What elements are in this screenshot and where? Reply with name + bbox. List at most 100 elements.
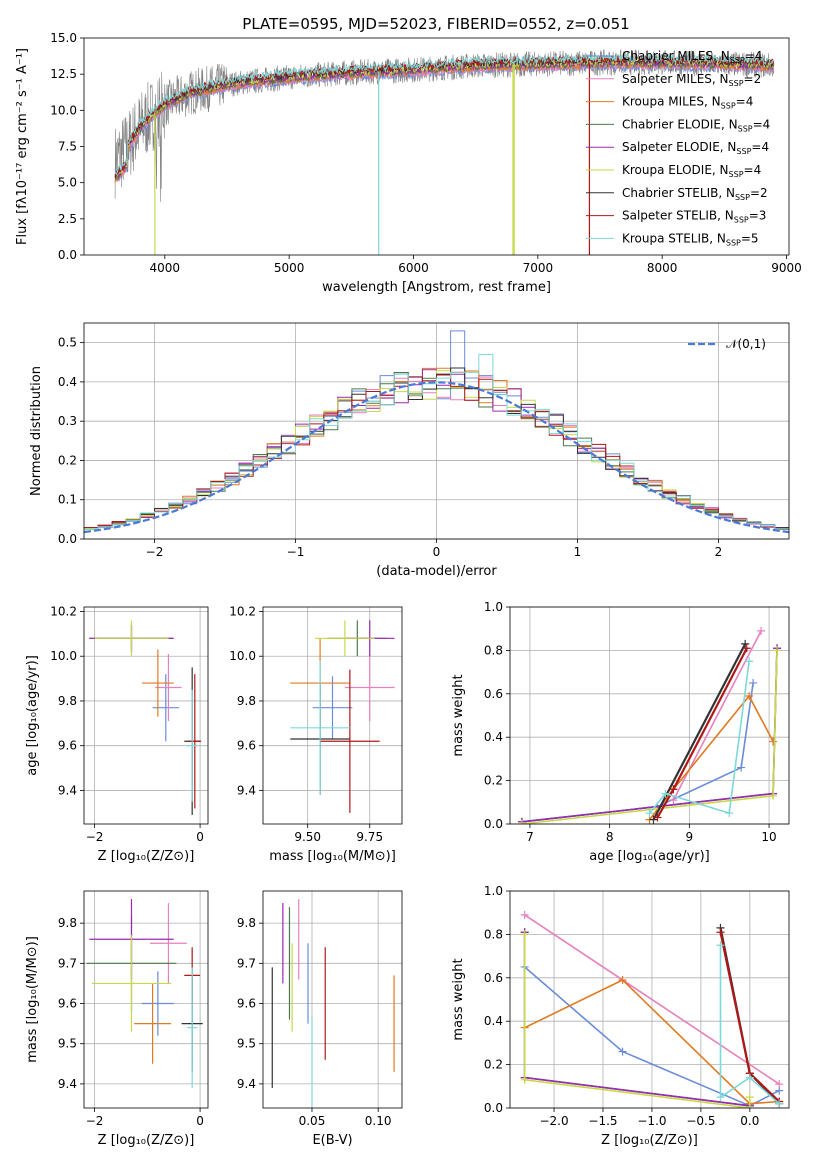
data-point xyxy=(737,763,746,772)
legend-nssp: =4 xyxy=(753,117,771,131)
mass-weight-series xyxy=(524,979,780,1105)
normal-reference-curve xyxy=(84,381,789,534)
legend-entry: Salpeter ELODIE, NSSP=4 xyxy=(622,140,769,156)
plot-area-residuals xyxy=(84,330,789,534)
y-tick-label: 10.2 xyxy=(229,604,256,618)
panel-age_vs_mass: 9.50 9.75 9.4 9.6 9.8 10.0 10.2 mass [log₁₀(M/M… xyxy=(229,604,403,864)
y-tick-label: 0.1 xyxy=(58,493,77,507)
legend-subscript: SSP xyxy=(729,170,744,179)
y-tick-label: 9.8 xyxy=(237,694,256,708)
data-point xyxy=(749,678,758,687)
y-tick-label: 9.6 xyxy=(58,997,77,1011)
x-axis-label: Z [log₁₀(Z/Z⊙)] xyxy=(98,1133,195,1148)
x-tick-label: −0.5 xyxy=(686,1114,715,1128)
legend-entry: Kroupa STELIB, NSSP=5 xyxy=(622,231,759,247)
axes-frame xyxy=(509,890,790,1109)
x-tick-label: 0.05 xyxy=(299,1114,326,1128)
legend-subscript: SSP xyxy=(738,124,753,133)
y-tick-label: 10.0 xyxy=(50,649,77,663)
x-tick-label: −2.0 xyxy=(539,1114,568,1128)
legend-entry: 𝒩(0,1) xyxy=(726,337,766,351)
x-axis-label: wavelength [Angstrom, rest frame] xyxy=(322,280,551,295)
y-axis-label: Flux [fλ10⁻¹⁷ erg cm⁻² s⁻¹ A⁻¹] xyxy=(15,48,30,245)
y-tick-label: 1.0 xyxy=(484,884,503,898)
y-tick-label: 9.4 xyxy=(58,783,77,797)
legend-subscript: SSP xyxy=(721,102,736,111)
y-tick-label: 0.5 xyxy=(58,336,77,350)
data-point xyxy=(517,820,526,824)
x-tick-label: 9.50 xyxy=(294,830,321,844)
data-point xyxy=(520,910,529,919)
legend-entry: Kroupa MILES, NSSP=4 xyxy=(622,95,753,111)
x-axis-label: age [log₁₀(age/yr)] xyxy=(589,849,710,864)
legend-nssp: =4 xyxy=(751,140,769,154)
x-tick-label: 0.10 xyxy=(365,1114,392,1128)
y-tick-label: 0.4 xyxy=(484,730,503,744)
x-tick-label: 10 xyxy=(761,830,776,844)
y-tick-label: 0.4 xyxy=(484,1014,503,1028)
model-spectrum xyxy=(114,57,774,180)
y-tick-label: 0.8 xyxy=(484,643,503,657)
y-tick-label: 0.6 xyxy=(484,687,503,701)
data-point xyxy=(716,941,725,950)
axes-frame xyxy=(83,37,790,256)
y-axis-label: mass weight xyxy=(451,674,466,756)
legend-subscript: SSP xyxy=(726,238,741,247)
y-tick-label: 10.0 xyxy=(229,649,256,663)
legend-nssp: =4 xyxy=(736,95,754,109)
legend-entry: Kroupa ELODIE, NSSP=4 xyxy=(622,163,761,179)
y-tick-label: 9.6 xyxy=(237,997,256,1011)
y-tick-label: 0.0 xyxy=(484,1101,503,1115)
y-tick-label: 9.6 xyxy=(58,739,77,753)
legend-subscript: SSP xyxy=(735,193,750,202)
x-axis-label: Z [log₁₀(Z/Z⊙)] xyxy=(601,1133,698,1148)
x-tick-label: 5000 xyxy=(274,261,305,275)
legend-subscript: SSP xyxy=(729,79,744,88)
x-tick-label: −1 xyxy=(287,545,305,559)
x-tick-label: 1 xyxy=(574,545,582,559)
y-tick-label: 12.5 xyxy=(50,67,77,81)
x-tick-label: 8000 xyxy=(647,261,678,275)
data-point xyxy=(745,657,754,666)
x-tick-label: 2 xyxy=(715,545,723,559)
legend-entry: Salpeter STELIB, NSSP=3 xyxy=(622,209,766,225)
panel-spectrum: 4000 5000 6000 7000 8000 9000 0.0 2.5 5.0 7.5 10.0… xyxy=(15,31,802,295)
y-tick-label: 0.0 xyxy=(484,817,503,831)
mass-weight-series xyxy=(523,932,750,1107)
y-tick-label: 9.7 xyxy=(58,956,77,970)
data-point xyxy=(741,639,750,648)
y-tick-label: 9.8 xyxy=(58,694,77,708)
y-tick-label: 0.2 xyxy=(484,774,503,788)
axes-frame xyxy=(83,606,209,825)
x-tick-label: 6000 xyxy=(398,261,429,275)
y-tick-label: 1.0 xyxy=(484,600,503,614)
x-tick-label: 0 xyxy=(196,1114,204,1128)
y-axis-label: mass weight xyxy=(451,958,466,1040)
x-tick-label: −1.0 xyxy=(637,1114,666,1128)
data-point xyxy=(618,1047,627,1056)
data-point xyxy=(653,813,662,822)
x-tick-label: 9000 xyxy=(771,261,802,275)
x-tick-label: −2 xyxy=(146,545,164,559)
figure-title: PLATE=0595, MJD=52023, FIBERID=0552, z=0… xyxy=(242,15,629,33)
y-axis-label: age [log₁₀(age/yr)] xyxy=(25,655,40,776)
x-tick-label: −1.5 xyxy=(588,1114,617,1128)
y-tick-label: 7.5 xyxy=(58,140,77,154)
y-tick-label: 2.5 xyxy=(58,212,77,226)
axes-frame xyxy=(509,606,790,825)
data-point xyxy=(661,789,670,798)
legend-nssp: =3 xyxy=(749,209,767,223)
x-axis-label: E(B-V) xyxy=(312,1133,352,1148)
legend-nssp: =5 xyxy=(741,231,759,245)
x-axis-label: mass [log₁₀(M/M⊙)] xyxy=(269,849,396,864)
y-axis-label: mass [log₁₀(M/M⊙)] xyxy=(25,936,40,1063)
legend: Chabrier MILES, NSSP=4 Salpeter MILES, NS… xyxy=(586,49,770,247)
residual-histogram xyxy=(84,353,789,530)
y-tick-label: 0.0 xyxy=(58,532,77,546)
data-point xyxy=(520,930,529,939)
panel-residuals: −2 −1 0 1 2 0.0 0.1 0.2 0.3 0.4 0.5 (data-model)/er… xyxy=(29,322,790,579)
y-tick-label: 0.8 xyxy=(484,927,503,941)
data-point xyxy=(669,796,678,805)
y-tick-label: 0.2 xyxy=(58,453,77,467)
